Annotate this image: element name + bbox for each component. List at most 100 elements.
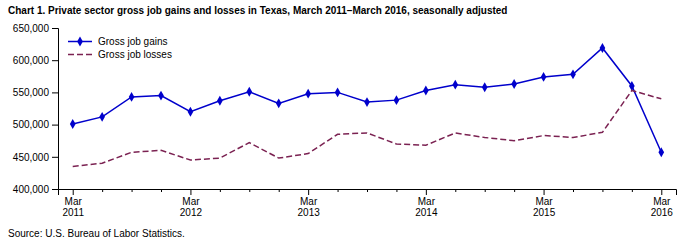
point	[452, 80, 458, 90]
point	[364, 97, 370, 107]
point	[246, 87, 252, 97]
point	[600, 43, 606, 53]
source: Source: U.S. Bureau of Labor Statistics.	[8, 228, 185, 239]
y-tick: 400,000	[13, 184, 58, 195]
axis-domain	[52, 29, 59, 190]
x-tick	[132, 189, 133, 192]
y-tick: 450,000	[13, 152, 58, 163]
point	[158, 91, 164, 101]
tick-mark	[249, 189, 250, 192]
y-tick: 650,000	[13, 23, 58, 34]
x-tick	[396, 189, 397, 192]
tick-label-line: Mar	[300, 196, 318, 207]
point	[305, 89, 311, 99]
tick-mark	[455, 189, 456, 192]
title: Chart 1. Private sector gross job gains …	[8, 5, 507, 16]
tick-label-line: 2016	[651, 207, 674, 218]
tick-label: 400,000	[13, 184, 50, 195]
tick-label: 650,000	[13, 23, 50, 34]
tick-mark	[220, 189, 221, 192]
point	[335, 87, 341, 97]
x-tick	[485, 189, 486, 192]
tick-label: Mar2013	[298, 196, 321, 218]
x-tick: Mar2012	[180, 189, 203, 218]
x-tick	[455, 189, 456, 192]
tick-mark	[52, 28, 58, 29]
marks	[70, 43, 664, 166]
x-tick: Mar2014	[415, 189, 438, 218]
tick-mark	[190, 189, 191, 195]
tick-label-line: Mar	[65, 196, 83, 207]
x-tick	[602, 189, 603, 192]
tick-mark	[367, 189, 368, 192]
legend: Gross job gainsGross job losses	[68, 36, 172, 60]
tick-label: 450,000	[13, 152, 50, 163]
tick-mark	[52, 189, 58, 190]
point	[658, 147, 664, 157]
y-tick: 550,000	[13, 87, 58, 98]
chart-svg: Chart 1. Private sector gross job gains …	[0, 0, 692, 241]
tick-label-line: Mar	[418, 196, 436, 207]
tick-mark	[632, 189, 633, 192]
point	[70, 119, 76, 129]
tick-mark	[52, 92, 58, 93]
tick-mark	[308, 189, 309, 195]
tick-label-line: Mar	[653, 196, 671, 207]
tick-mark	[52, 125, 58, 126]
tick-mark	[573, 189, 574, 192]
tick-label: 500,000	[13, 119, 50, 130]
tick-label: Mar2011	[62, 196, 84, 218]
x-tick	[338, 189, 339, 192]
series-line	[73, 90, 662, 166]
point	[217, 96, 223, 106]
y-axis: 400,000 450,000 500,000 550,000 600,000 650,0…	[13, 23, 59, 195]
x-tick	[279, 189, 280, 192]
x-tick: Mar2016	[651, 189, 674, 218]
tick-mark	[485, 189, 486, 192]
point	[423, 86, 429, 96]
legend-swatch	[68, 54, 92, 56]
legend-label: Gross job losses	[98, 49, 172, 60]
x-tick	[249, 189, 250, 192]
tick-mark	[338, 189, 339, 192]
x-tick	[632, 189, 633, 192]
point	[276, 98, 282, 108]
tick-mark	[396, 189, 397, 192]
point	[570, 69, 576, 79]
x-tick: Mar2013	[298, 189, 321, 218]
plot: 400,000 450,000 500,000 550,000 600,000 650,0…	[13, 23, 677, 218]
tick-mark	[102, 189, 103, 192]
axis-domain	[59, 190, 677, 196]
x-tick	[367, 189, 368, 192]
point	[188, 107, 194, 117]
tick-label: Mar2016	[651, 196, 674, 218]
tick-label-line: 2012	[180, 207, 203, 218]
tick-label: 600,000	[13, 55, 50, 66]
tick-mark	[52, 60, 58, 61]
x-tick: Mar2011	[62, 189, 84, 218]
x-tick	[514, 189, 515, 192]
point	[511, 79, 517, 89]
tick-mark	[661, 189, 662, 195]
legend-item: Gross job losses	[68, 49, 172, 60]
tick-label: Mar2012	[180, 196, 203, 218]
tick-label: Mar2015	[533, 196, 556, 218]
tick-label-line: Mar	[535, 196, 553, 207]
tick-label: Mar2014	[415, 196, 438, 218]
tick-mark	[52, 157, 58, 158]
tick-label-line: 2015	[533, 207, 556, 218]
point	[629, 81, 635, 91]
tick-label-line: 2013	[298, 207, 321, 218]
tick-mark	[279, 189, 280, 192]
tick-label-line: Mar	[182, 196, 200, 207]
tick-label-line: 2011	[62, 207, 84, 218]
x-tick	[161, 189, 162, 192]
tick-mark	[514, 189, 515, 192]
point	[129, 92, 135, 102]
x-tick	[573, 189, 574, 192]
tick-label-line: 2014	[415, 207, 438, 218]
series-line	[73, 48, 662, 152]
x-axis: Mar2011Mar2012Mar2013Mar2014Mar2015Mar20…	[59, 189, 677, 218]
tick-mark	[544, 189, 545, 195]
point	[99, 112, 105, 122]
